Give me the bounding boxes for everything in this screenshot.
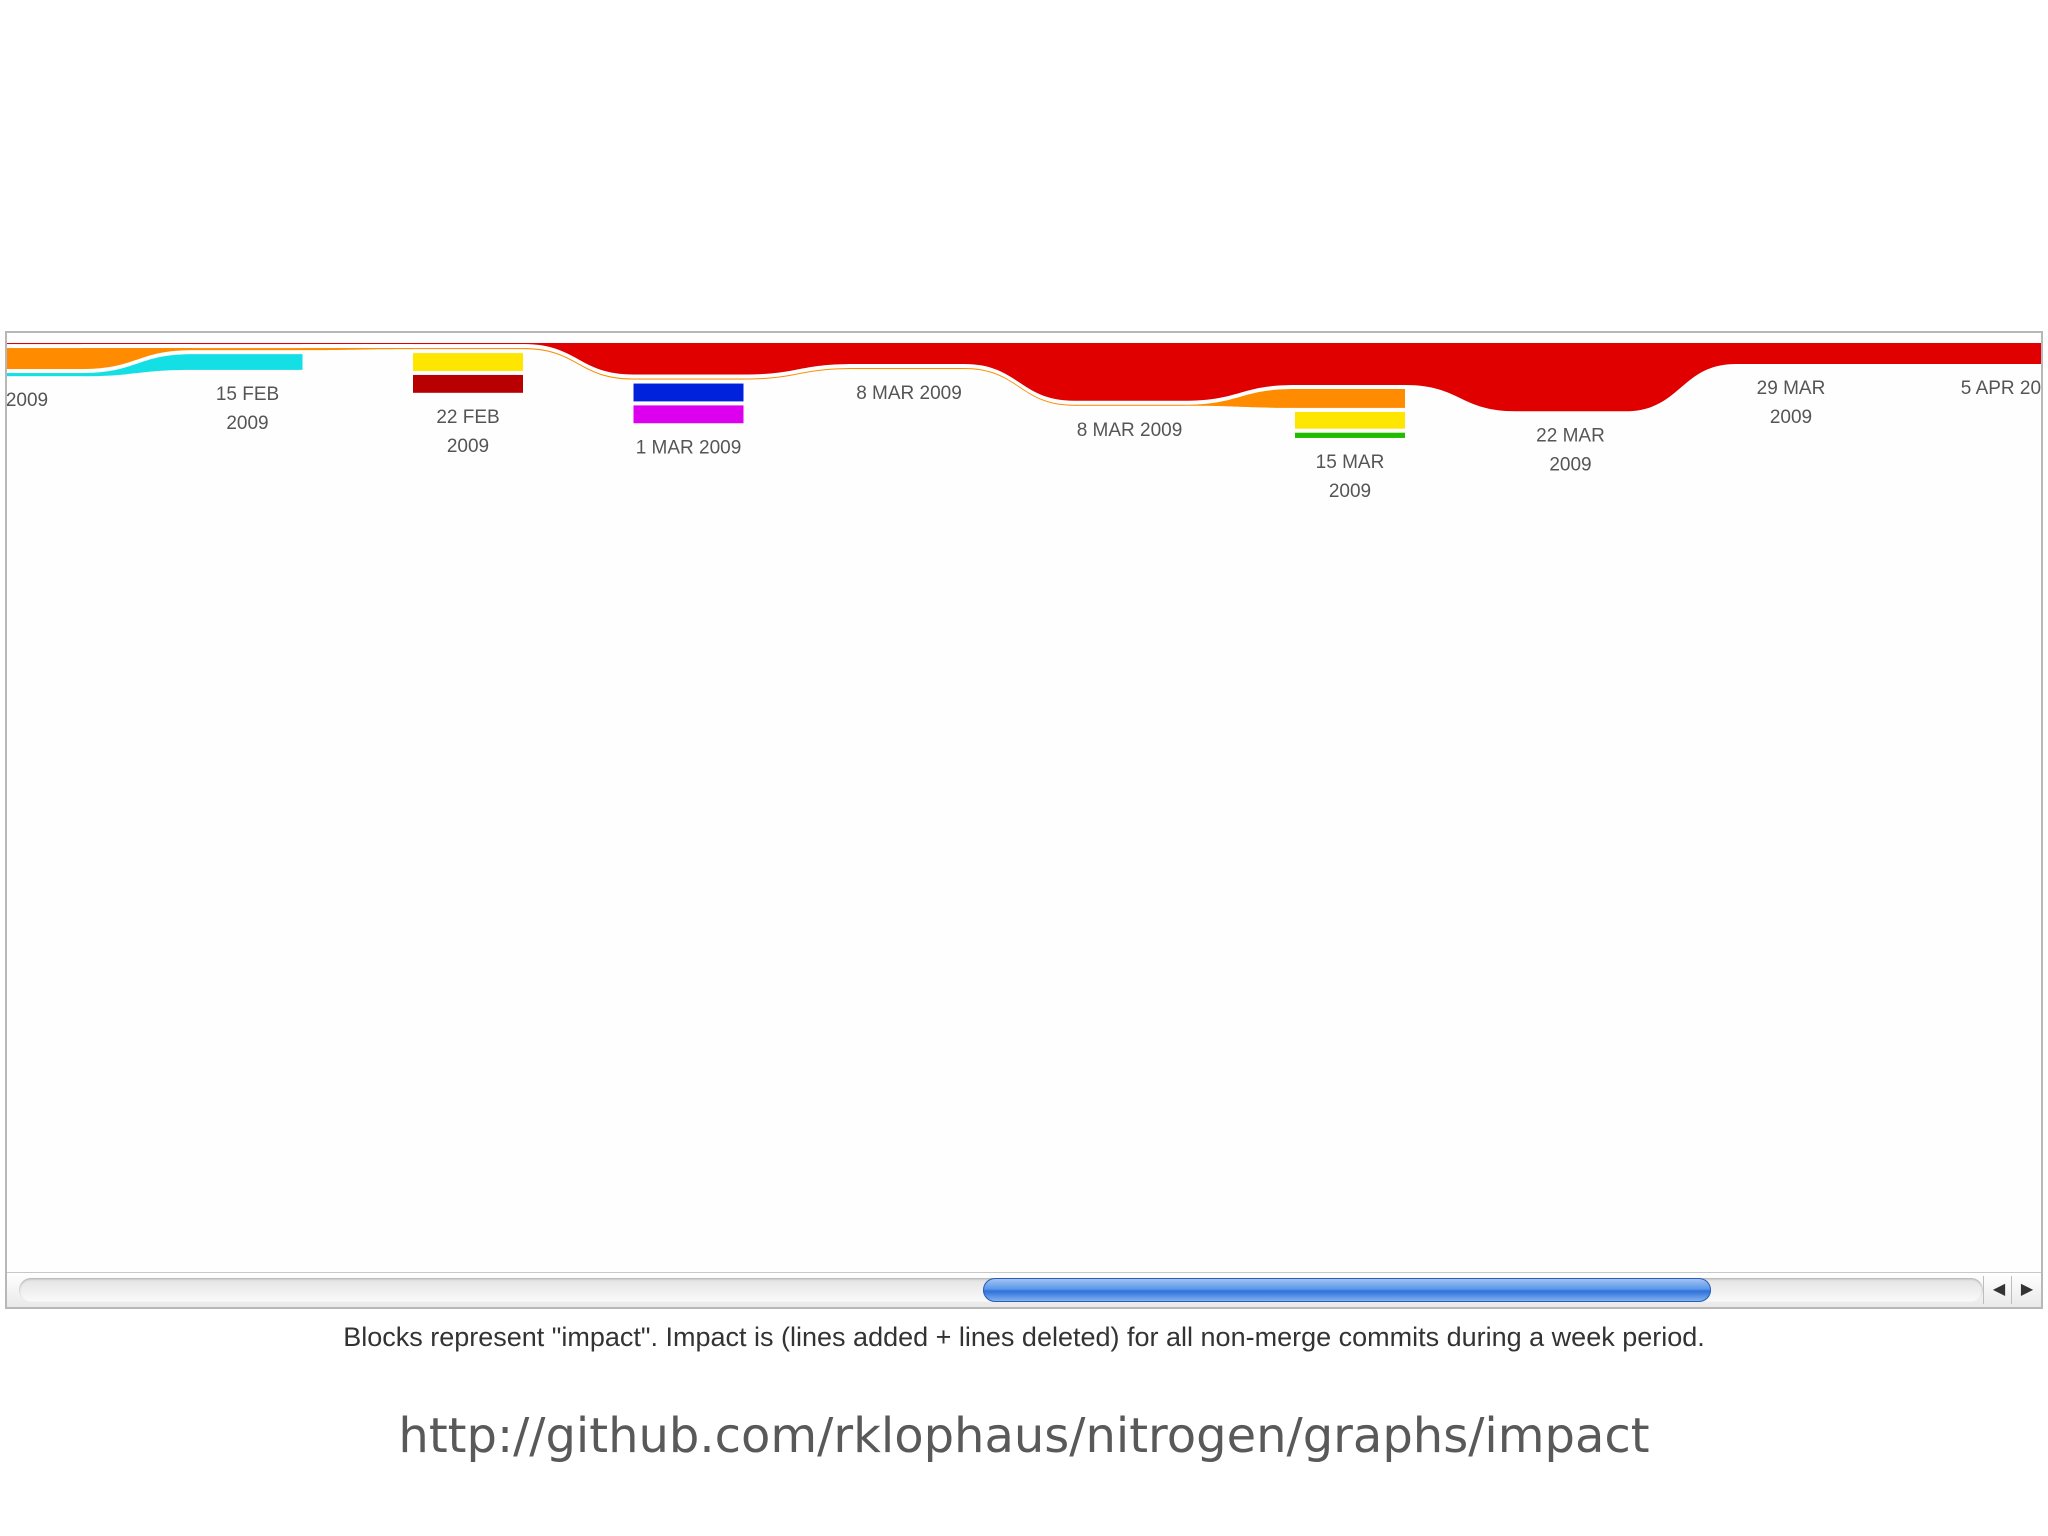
x-tick-label-7-line-1: 2009 — [1549, 454, 1591, 475]
impact-block-series-1-week-6[interactable] — [1295, 389, 1405, 408]
impact-graph-plot: 2009 15 FEB 2009 22 FEB 2009 1 MAR 2009 8 MAR … — [7, 343, 2042, 502]
impact-block-series-0-week-2[interactable] — [413, 343, 523, 345]
impact-block-series-5-week-3[interactable] — [633, 383, 744, 402]
impact-block-series-1-week-2[interactable] — [413, 348, 523, 350]
impact-block-series-6-week-3[interactable] — [633, 405, 744, 424]
series-2-ribbon-0 — [82, 354, 193, 377]
series-1-ribbon-2 — [523, 348, 634, 380]
x-tick-label-0-line-0: 2009 — [7, 390, 48, 411]
series-1-ribbon-0 — [82, 348, 193, 370]
scroll-right-arrow-icon[interactable]: ▶ — [2011, 1276, 2042, 1304]
x-tick-label-8-line-0: 29 MAR — [1757, 378, 1826, 399]
source-url[interactable]: http://github.com/rklophaus/nitrogen/gra… — [398, 1408, 1650, 1464]
impact-block-series-0-week-6[interactable] — [1295, 343, 1405, 385]
impact-block-series-1-week-3[interactable] — [633, 378, 744, 380]
impact-block-series-3-week-6[interactable] — [1295, 411, 1405, 429]
x-tick-label-8-line-1: 2009 — [1770, 407, 1812, 428]
series-0-ribbon-5 — [1184, 343, 1295, 401]
impact-block-series-0-week-4[interactable] — [854, 343, 964, 364]
series-0-ribbon-0 — [82, 343, 193, 345]
series-1-ribbon-1 — [302, 348, 413, 351]
impact-graph-frame: 2009 15 FEB 2009 22 FEB 2009 1 MAR 2009 8 MAR … — [5, 331, 2043, 1309]
x-tick-label-5-line-0: 8 MAR 2009 — [1077, 420, 1183, 441]
x-tick-label-2-line-0: 22 FEB — [436, 407, 499, 428]
impact-block-series-1-week-5[interactable] — [1074, 404, 1185, 406]
impact-block-series-0-week-5[interactable] — [1074, 343, 1185, 401]
impact-block-series-0-week-7[interactable] — [1515, 343, 1626, 412]
impact-block-series-1-week-4[interactable] — [854, 368, 964, 370]
series-0-ribbon-8 — [1846, 343, 1957, 364]
impact-block-series-4-week-2[interactable] — [413, 374, 523, 393]
x-tick-label-1-line-0: 15 FEB — [216, 384, 279, 405]
impact-block-series-1-week-0[interactable] — [7, 348, 82, 370]
impact-block-series-0-week-0[interactable] — [7, 343, 82, 345]
x-tick-label-4-line-0: 8 MAR 2009 — [856, 383, 962, 404]
series-0-ribbon-1 — [302, 343, 413, 345]
x-tick-label-6-line-1: 2009 — [1329, 481, 1371, 502]
x-tick-label-3-line-0: 1 MAR 2009 — [636, 437, 742, 458]
horizontal-scrollbar[interactable]: ◀ ▶ — [7, 1272, 2041, 1307]
impact-block-series-7-week-6[interactable] — [1295, 432, 1405, 438]
impact-block-series-2-week-1[interactable] — [192, 354, 303, 370]
impact-block-series-0-week-1[interactable] — [192, 343, 303, 345]
x-tick-label-6-line-0: 15 MAR — [1316, 452, 1385, 473]
impact-block-series-2-week-0[interactable] — [7, 373, 82, 377]
scrollbar-thumb[interactable] — [983, 1278, 1712, 1302]
impact-block-series-3-week-2[interactable] — [413, 353, 523, 371]
x-tick-label-2-line-1: 2009 — [447, 436, 489, 457]
scroll-left-arrow-icon[interactable]: ◀ — [1983, 1276, 2014, 1304]
series-0-ribbon-7 — [1625, 343, 1736, 412]
series-0-ribbon-6 — [1405, 343, 1516, 412]
series-0-ribbon-2 — [523, 343, 634, 375]
impact-block-series-0-week-8[interactable] — [1736, 343, 1846, 364]
series-1-ribbon-4 — [964, 368, 1075, 406]
x-tick-label-7-line-0: 22 MAR — [1536, 425, 1605, 446]
chart-caption: Blocks represent "impact". Impact is (li… — [343, 1322, 1705, 1352]
impact-block-series-1-week-1[interactable] — [192, 348, 303, 351]
series-1-ribbon-5 — [1184, 389, 1295, 408]
series-0-ribbon-3 — [743, 343, 854, 375]
series-1-ribbon-3 — [743, 368, 854, 380]
impact-block-series-0-week-9[interactable] — [1956, 343, 2042, 364]
series-0-ribbon-4 — [964, 343, 1075, 401]
x-tick-label-1-line-1: 2009 — [226, 413, 268, 434]
x-tick-label-9-line-0: 5 APR 2009 — [1961, 378, 2041, 399]
impact-block-series-0-week-3[interactable] — [633, 343, 744, 375]
